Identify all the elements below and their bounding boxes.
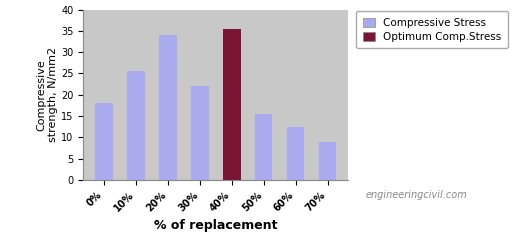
Text: engineeringcivil.com: engineeringcivil.com [365, 190, 467, 200]
Bar [287, 127, 304, 180]
Bar [95, 103, 113, 180]
Legend: Compressive Stress, Optimum Comp.Stress: Compressive Stress, Optimum Comp.Stress [356, 11, 508, 49]
Bar [127, 71, 145, 180]
Bar [319, 142, 336, 180]
Bar [159, 35, 177, 180]
X-axis label: % of replacement: % of replacement [154, 219, 278, 232]
Bar [191, 86, 209, 180]
Bar [223, 29, 241, 180]
Y-axis label: Compressive
strength, N/mm2: Compressive strength, N/mm2 [36, 47, 58, 142]
Bar [255, 114, 272, 180]
